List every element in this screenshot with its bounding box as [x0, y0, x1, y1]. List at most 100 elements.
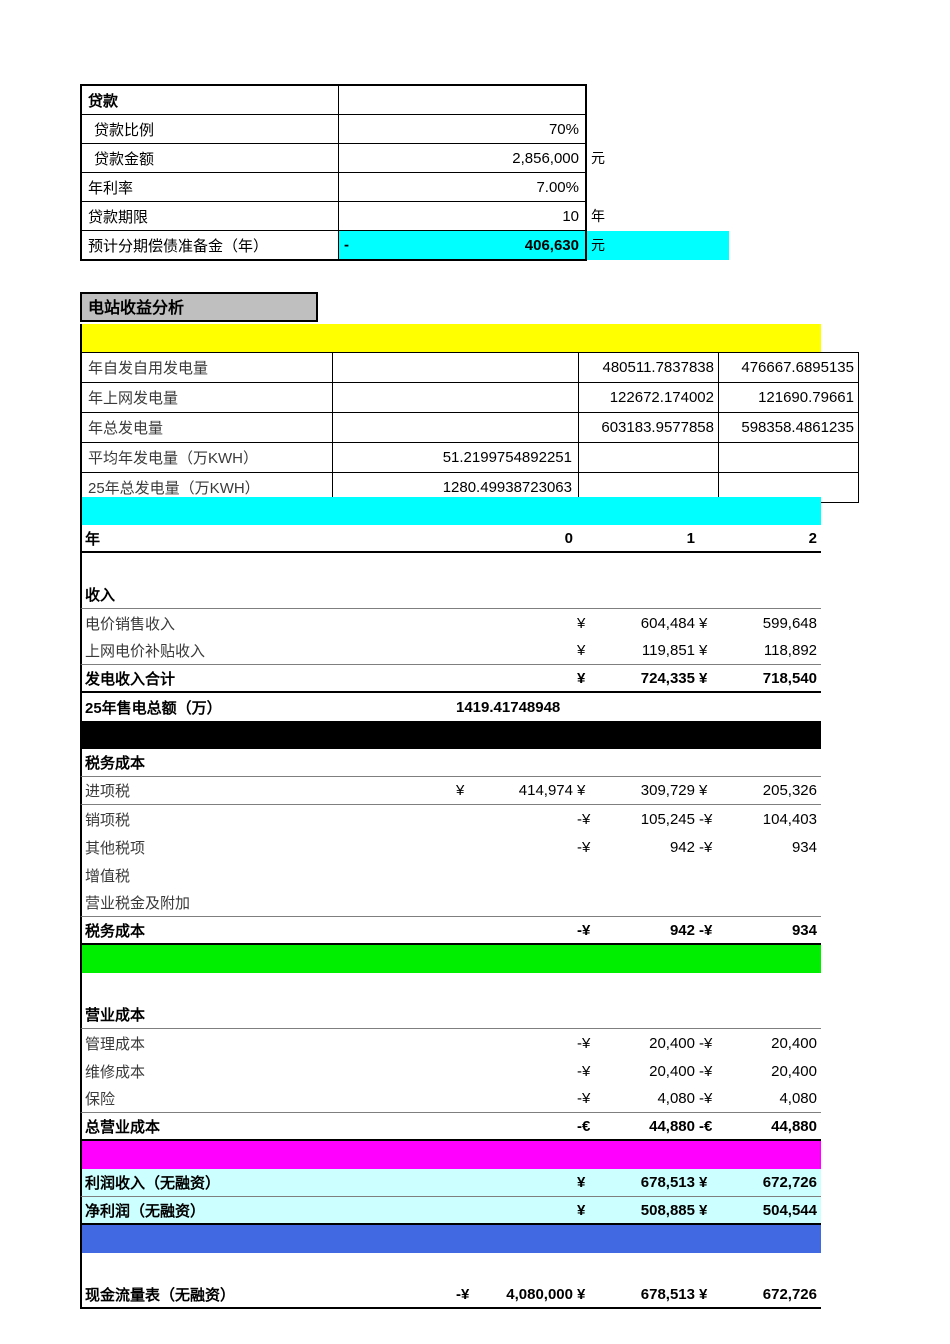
other-tax-y1[interactable]: -¥ 942 [577, 839, 699, 856]
currency-symbol: -¥ [577, 1034, 591, 1052]
currency-symbol: ¥ [699, 782, 708, 799]
other-tax-y0[interactable] [456, 839, 577, 856]
loan-title: 贷款 [80, 84, 339, 115]
input-tax-y0[interactable]: ¥414,974 [456, 782, 577, 799]
loan-term-value[interactable]: 10 [338, 201, 587, 231]
tax-total-y2[interactable]: -¥ 934 [699, 922, 821, 939]
profit-income-y2[interactable]: ¥672,726 [699, 1174, 821, 1191]
total-generation-y2[interactable]: 598358.4861235 [718, 412, 859, 443]
table-row: 销项税 -¥ 105,245 -¥ 104,403 [80, 805, 821, 833]
currency-symbol: ¥ [577, 1285, 586, 1303]
loan-amount-value[interactable]: 2,856,000 [338, 143, 587, 173]
table-row: 贷款期限 10 年 [80, 201, 729, 231]
self-use-generation-y2[interactable]: 476667.6895135 [718, 352, 859, 383]
loan-title-unit [586, 85, 729, 115]
cashflow-ledger: 年 0 1 2 收入 电价销售收入 ¥604,484 ¥599,648 上网电价… [80, 497, 821, 1309]
table-row: 年利率 7.00% [80, 172, 729, 202]
annual-rate-unit [586, 173, 729, 202]
revenue-total-y2[interactable]: ¥718,540 [699, 670, 821, 687]
opex-total-row: 总营业成本 -€ 44,880 -€ 44,880 [80, 1113, 821, 1141]
currency-symbol: ¥ [699, 642, 708, 659]
tax-header-row: 税务成本 [80, 749, 821, 777]
average-generation-value[interactable]: 51.2199754892251 [332, 442, 579, 473]
currency-symbol: ¥ [699, 1174, 708, 1191]
feedin-subsidy-y2[interactable]: ¥118,892 [699, 642, 821, 659]
currency-symbol: -¥ [577, 921, 591, 939]
input-tax-y2[interactable]: ¥205,326 [699, 782, 821, 799]
input-tax-y1[interactable]: ¥309,729 [577, 782, 699, 799]
annual-rate-label: 年利率 [80, 172, 339, 202]
insurance-y1[interactable]: -¥ 4,080 [577, 1090, 699, 1107]
year-label: 年 [85, 530, 101, 548]
cashflow-y1[interactable]: ¥678,513 [577, 1286, 699, 1303]
other-tax-label: 其他税项 [85, 839, 146, 857]
opex-total-y1[interactable]: -€ 44,880 [577, 1118, 699, 1135]
other-tax-y2[interactable]: -¥ 934 [699, 839, 821, 856]
tax-header: 税务成本 [85, 755, 146, 772]
cashflow-y2[interactable]: ¥672,726 [699, 1286, 821, 1303]
profit-income-y1[interactable]: ¥678,513 [577, 1174, 699, 1191]
net-profit-y1[interactable]: ¥508,885 [577, 1202, 699, 1219]
magenta-divider-band [80, 1141, 821, 1169]
year-header-row: 年 0 1 2 [80, 525, 821, 553]
currency-symbol: -€ [577, 1117, 591, 1135]
net-profit-label: 净利润（无融资） [85, 1202, 206, 1220]
output-tax-y1[interactable]: -¥ 105,245 [577, 811, 699, 828]
tax-total-row: 税务成本 -¥ 942 -¥ 934 [80, 917, 821, 945]
annual-rate-value[interactable]: 7.00% [338, 172, 587, 202]
value: 44,880 [649, 1117, 695, 1135]
section-title-revenue-analysis: 电站收益分析 [80, 292, 318, 322]
revenue-header-row: 收入 [80, 581, 821, 609]
opex-total-y2[interactable]: -€ 44,880 [699, 1118, 821, 1135]
loan-ratio-value[interactable]: 70% [338, 114, 587, 144]
table-row: 电价销售收入 ¥604,484 ¥599,648 [80, 609, 821, 637]
green-divider-band [80, 945, 821, 973]
table-row: 贷款比例 70% [80, 114, 729, 144]
grid-generation-y2[interactable]: 121690.79661 [718, 382, 859, 413]
output-tax-y2[interactable]: -¥ 104,403 [699, 811, 821, 828]
average-generation-label: 平均年发电量（万KWH） [80, 442, 333, 473]
cashflow-y0[interactable]: -¥ 4,080,000 [456, 1286, 577, 1303]
grid-generation-y1[interactable]: 122672.174002 [578, 382, 719, 413]
lifetime-sales-row: 25年售电总额（万） 1419.41748948 [80, 693, 821, 721]
value: 934 [791, 838, 817, 856]
management-cost-y2[interactable]: -¥ 20,400 [699, 1035, 821, 1052]
feedin-subsidy-label: 上网电价补贴收入 [85, 643, 206, 660]
net-profit-y2[interactable]: ¥504,544 [699, 1202, 821, 1219]
value: 599,648 [762, 614, 817, 632]
self-use-generation-y1[interactable]: 480511.7837838 [578, 352, 719, 383]
year-0: 0 [564, 529, 573, 547]
lifetime-sales-value[interactable]: 1419.41748948 [456, 698, 561, 716]
management-cost-label: 管理成本 [85, 1035, 146, 1053]
profit-income-label: 利润收入（无融资） [85, 1175, 221, 1192]
revenue-total-y1[interactable]: ¥724,335 [577, 670, 699, 687]
debt-reserve-label: 预计分期偿债准备金（年） [80, 230, 339, 261]
table-row: 平均年发电量（万KWH） 51.2199754892251 [80, 442, 859, 473]
generation-table: 年自发自用发电量 480511.7837838 476667.6895135 年… [80, 352, 859, 503]
average-generation-y1[interactable] [578, 442, 719, 473]
total-generation-c1[interactable] [332, 412, 579, 443]
grid-generation-c1[interactable] [332, 382, 579, 413]
insurance-y2[interactable]: -¥ 4,080 [699, 1090, 821, 1107]
electricity-sales-y1[interactable]: ¥604,484 [577, 615, 699, 632]
self-use-generation-c1[interactable] [332, 352, 579, 383]
maintenance-cost-y1[interactable]: -¥ 20,400 [577, 1063, 699, 1080]
year-2: 2 [808, 529, 817, 547]
table-row: 贷款 [80, 84, 729, 115]
total-generation-y1[interactable]: 603183.9577858 [578, 412, 719, 443]
feedin-subsidy-y1[interactable]: ¥119,851 [577, 642, 699, 659]
grid-generation-label: 年上网发电量 [80, 382, 333, 413]
management-cost-y1[interactable]: -¥ 20,400 [577, 1035, 699, 1052]
electricity-sales-y2[interactable]: ¥599,648 [699, 615, 821, 632]
currency-symbol: ¥ [577, 1201, 586, 1219]
loan-amount-label: 贷款金额 [80, 143, 339, 173]
average-generation-y2[interactable] [718, 442, 859, 473]
spacer-row-1 [80, 553, 821, 581]
currency-symbol: -¥ [577, 1062, 591, 1080]
debt-reserve-value[interactable]: - 406,630 [338, 230, 587, 261]
currency-symbol: -¥ [456, 1285, 470, 1303]
tax-total-y1[interactable]: -¥ 942 [577, 922, 699, 939]
output-tax-y0[interactable] [456, 811, 577, 828]
table-row: 其他税项 -¥ 942 -¥ 934 [80, 833, 821, 861]
maintenance-cost-y2[interactable]: -¥ 20,400 [699, 1063, 821, 1080]
